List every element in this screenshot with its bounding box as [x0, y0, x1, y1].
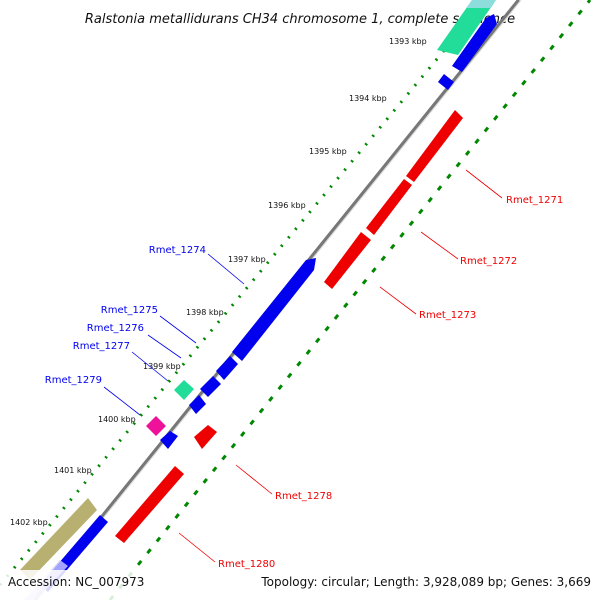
gene-rmet-1275[interactable]: [216, 356, 238, 380]
leader-rmet-1274: [207, 253, 245, 285]
tick-1397: 1397 kbp: [228, 255, 266, 264]
inner-tick-track: [0, 0, 488, 586]
gene-olive[interactable]: [20, 498, 97, 580]
label-rmet-1275: Rmet_1275: [101, 305, 158, 316]
outer-tick-track: [108, 0, 592, 600]
leader-rmet-1279: [103, 386, 141, 416]
gene-blue-top[interactable]: [452, 14, 497, 72]
topology-text: Topology: circular; Length: 3,928,089 bp…: [260, 575, 591, 589]
tick-1395: 1395 kbp: [309, 147, 347, 156]
gene-teal-top-highlight: [466, 0, 496, 8]
gene-rmet-1272[interactable]: [366, 179, 412, 235]
leader-rmet-1276: [147, 334, 182, 359]
tick-1393: 1393 kbp: [389, 37, 427, 46]
leader-rmet-1277: [131, 351, 169, 382]
label-rmet-1277: Rmet_1277: [73, 341, 130, 352]
gene-rmet-1271[interactable]: [406, 110, 463, 182]
gene-rmet-1274[interactable]: [232, 258, 316, 361]
leader-rmet-1273: [379, 286, 417, 315]
tick-1398: 1398 kbp: [186, 308, 224, 317]
label-rmet-1280: Rmet_1280: [218, 559, 275, 570]
gene-blue-1279b[interactable]: [160, 431, 178, 449]
gene-rmet-1279[interactable]: [146, 416, 166, 436]
label-rmet-1278: Rmet_1278: [275, 491, 332, 502]
accession-text: Accession: NC_007973: [8, 575, 144, 589]
leader-rmet-1272: [420, 231, 459, 260]
label-rmet-1272: Rmet_1272: [460, 256, 517, 267]
tick-1400: 1400 kbp: [98, 415, 136, 424]
map-title: Ralstonia metallidurans CH34 chromosome …: [85, 12, 515, 27]
tick-1401: 1401 kbp: [54, 466, 92, 475]
label-rmet-1276: Rmet_1276: [87, 323, 144, 334]
leader-rmet-1275: [159, 315, 197, 344]
label-rmet-1271: Rmet_1271: [506, 195, 563, 206]
leader-rmet-1280: [178, 532, 216, 563]
tick-1394: 1394 kbp: [349, 94, 387, 103]
gene-blue-small-top[interactable]: [438, 74, 454, 90]
gene-rmet-1278[interactable]: [194, 425, 217, 449]
gene-rmet-1280[interactable]: [115, 466, 184, 543]
gene-rmet-1276[interactable]: [200, 376, 221, 397]
leader-rmet-1271: [465, 169, 503, 199]
tick-1402: 1402 kbp: [10, 518, 48, 527]
footer-bar: [0, 570, 600, 600]
label-rmet-1273: Rmet_1273: [419, 310, 476, 321]
leader-rmet-1278: [235, 464, 273, 495]
tick-1399: 1399 kbp: [143, 362, 181, 371]
tick-1396: 1396 kbp: [268, 201, 306, 210]
gene-rmet-1273[interactable]: [324, 232, 371, 289]
gene-teal-top[interactable]: [437, 0, 496, 55]
label-rmet-1279: Rmet_1279: [45, 375, 102, 386]
gene-blue-1277b[interactable]: [189, 395, 206, 414]
label-rmet-1274: Rmet_1274: [149, 245, 206, 256]
gene-rmet-1277[interactable]: [174, 380, 194, 400]
